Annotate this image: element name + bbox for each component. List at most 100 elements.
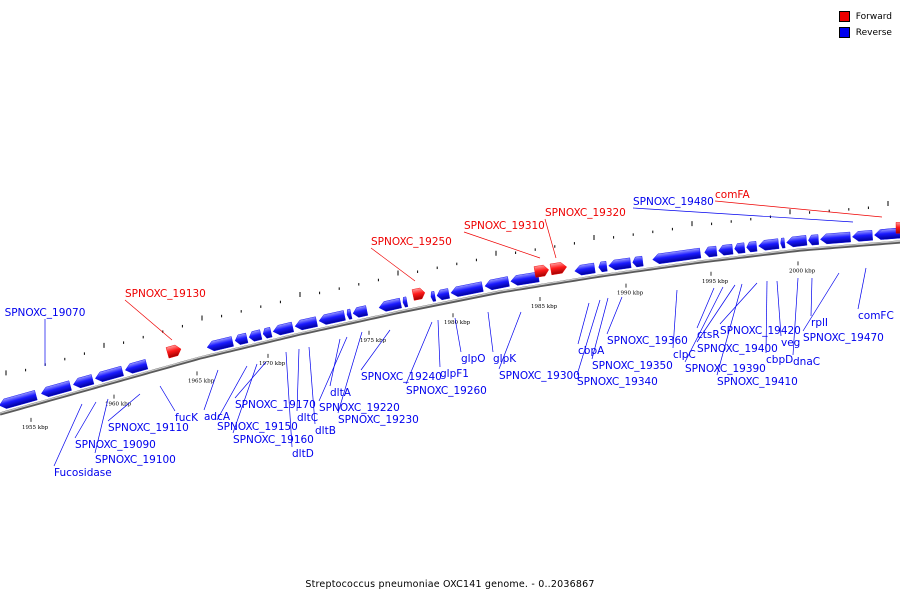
gene-label-ctsr[interactable]: ctsR bbox=[697, 329, 720, 341]
gene-label-spnoxc_19150[interactable]: SPNOXC_19150 bbox=[217, 421, 298, 433]
gene-glyph-spnoxc_19090[interactable] bbox=[40, 380, 72, 399]
gene-glyph-spnoxc_19360[interactable] bbox=[632, 255, 644, 268]
gene-label-spnoxc_19070[interactable]: SPNOXC_19070 bbox=[5, 307, 86, 319]
gene-label-glpf1[interactable]: glpF1 bbox=[440, 368, 469, 380]
gene-glyph-cbpd[interactable] bbox=[780, 237, 786, 249]
gene-label-comfa[interactable]: comFA bbox=[715, 189, 751, 201]
leader-line bbox=[318, 336, 348, 402]
gene-glyph-spnoxc_19220[interactable] bbox=[352, 305, 369, 319]
gene-glyph-spnoxc_19170[interactable] bbox=[262, 327, 273, 339]
kbp-label: 1990 kbp bbox=[617, 291, 644, 297]
gene-glyph-glpf1[interactable] bbox=[436, 288, 450, 301]
gene-label-spnoxc_19240[interactable]: SPNOXC_19240 bbox=[361, 371, 442, 383]
gene-label-spnoxc_19230[interactable]: SPNOXC_19230 bbox=[338, 414, 419, 426]
gene-glyph-dltc[interactable] bbox=[294, 316, 318, 331]
gene-glyph-ctsr[interactable] bbox=[704, 245, 718, 258]
gene-glyph-spnoxc_19470[interactable] bbox=[852, 230, 873, 242]
gene-glyph-spnoxc_19410[interactable] bbox=[746, 241, 758, 253]
gene-label-spnoxc_19480[interactable]: SPNOXC_19480 bbox=[633, 196, 714, 208]
gene-label-spnoxc_19340[interactable]: SPNOXC_19340 bbox=[577, 376, 658, 388]
gene-label-fuck[interactable]: fucK bbox=[175, 412, 199, 424]
gene-glyph-rpli[interactable] bbox=[820, 231, 851, 245]
gene-label-spnoxc_19250[interactable]: SPNOXC_19250 bbox=[371, 236, 452, 248]
gene-glyph-veg[interactable] bbox=[786, 235, 808, 248]
gene-label-cbpa[interactable]: cbpA bbox=[578, 345, 605, 357]
leader-line bbox=[124, 299, 173, 341]
gene-glyph-spnoxc_19240[interactable] bbox=[402, 296, 409, 308]
gene-label-spnoxc_19220[interactable]: SPNOXC_19220 bbox=[319, 402, 400, 414]
gene-label-spnoxc_19400[interactable]: SPNOXC_19400 bbox=[697, 343, 778, 355]
gene-label-clpc[interactable]: clpC bbox=[673, 349, 696, 361]
gene-glyph-spnoxc_19230[interactable] bbox=[378, 297, 402, 312]
leader-line bbox=[591, 297, 609, 360]
gene-glyph-adca[interactable] bbox=[206, 336, 234, 352]
gene-glyph-spnoxc_19390[interactable] bbox=[718, 243, 734, 256]
gene-glyph-spnoxc_19400[interactable] bbox=[734, 242, 746, 254]
gene-label-spnoxc_19310[interactable]: SPNOXC_19310 bbox=[464, 220, 545, 232]
gene-labels: SPNOXC_19070 Fucosidase SPNOXC_19090 SPNOXC… bbox=[5, 189, 894, 479]
gene-label-glpk[interactable]: glpK bbox=[493, 353, 517, 365]
gene-glyph-spnoxc_19250[interactable] bbox=[411, 287, 426, 301]
leader-line bbox=[285, 351, 293, 448]
gene-glyph-spnoxc_19260[interactable] bbox=[430, 290, 437, 302]
kbp-label: 1985 kbp bbox=[531, 304, 558, 310]
gene-label-adca[interactable]: adcA bbox=[204, 411, 231, 423]
gene-label-spnoxc_19300[interactable]: SPNOXC_19300 bbox=[499, 370, 580, 382]
gene-label-spnoxc_19260[interactable]: SPNOXC_19260 bbox=[406, 385, 487, 397]
gene-label-cbpd[interactable]: cbpD bbox=[766, 354, 793, 366]
forward-swatch bbox=[838, 11, 850, 22]
gene-label-spnoxc_19350[interactable]: SPNOXC_19350 bbox=[592, 360, 673, 372]
gene-label-dltd[interactable]: dltD bbox=[292, 448, 314, 460]
gene-glyph-dlta[interactable] bbox=[346, 308, 353, 320]
gene-label-dltb[interactable]: dltB bbox=[315, 425, 336, 437]
gene-glyph-spnoxc_19350[interactable] bbox=[608, 257, 632, 271]
gene-label-spnoxc_19320[interactable]: SPNOXC_19320 bbox=[545, 207, 626, 219]
leader-line bbox=[454, 317, 462, 353]
gene-glyph-spnoxc_19100[interactable] bbox=[72, 374, 95, 389]
gene-label-spnoxc_19410[interactable]: SPNOXC_19410 bbox=[717, 376, 798, 388]
gene-label-spnoxc_19420[interactable]: SPNOXC_19420 bbox=[720, 325, 801, 337]
gene-glyph-spnoxc_19310[interactable] bbox=[533, 264, 550, 278]
leader-line bbox=[232, 363, 258, 434]
gene-label-dnac[interactable]: dnaC bbox=[793, 356, 820, 368]
gene-label-spnoxc_19160[interactable]: SPNOXC_19160 bbox=[233, 434, 314, 446]
leader-line bbox=[672, 289, 678, 349]
gene-label-spnoxc_19360[interactable]: SPNOXC_19360 bbox=[607, 335, 688, 347]
gene-label-spnoxc_19100[interactable]: SPNOXC_19100 bbox=[95, 454, 176, 466]
gene-glyph-spnoxc_19160[interactable] bbox=[248, 329, 263, 343]
gene-glyph-spnoxc_19130[interactable] bbox=[165, 344, 182, 359]
reverse-swatch bbox=[838, 27, 850, 38]
kbp-label: 1970 kbp bbox=[259, 361, 286, 367]
gene-glyph-spnoxc_19420[interactable] bbox=[758, 238, 780, 251]
gene-glyph-dltb[interactable] bbox=[318, 310, 346, 325]
gene-glyph-spnoxc_19150[interactable] bbox=[234, 332, 249, 346]
gene-label-veg[interactable]: veg bbox=[781, 337, 800, 349]
gene-glyph-clpc[interactable] bbox=[652, 247, 702, 265]
leader-line bbox=[370, 247, 416, 282]
gene-label-glpo[interactable]: glpO bbox=[461, 353, 486, 365]
gene-label-spnoxc_19470[interactable]: SPNOXC_19470 bbox=[803, 332, 884, 344]
gene-label-fucosidase[interactable]: Fucosidase bbox=[54, 467, 112, 479]
gene-label-spnoxc_19130[interactable]: SPNOXC_19130 bbox=[125, 288, 206, 300]
gene-glyph-dnac[interactable] bbox=[808, 234, 819, 246]
gene-glyph-spnoxc_19300[interactable] bbox=[510, 271, 540, 286]
gene-glyph-spnoxc_19110[interactable] bbox=[94, 365, 124, 383]
gene-glyph-dltd[interactable] bbox=[272, 321, 295, 336]
gene-label-spnoxc_19390[interactable]: SPNOXC_19390 bbox=[685, 363, 766, 375]
gene-glyph-fucosidase[interactable] bbox=[0, 390, 38, 410]
gene-label-spnoxc_19090[interactable]: SPNOXC_19090 bbox=[75, 439, 156, 451]
gene-label-dlta[interactable]: dltA bbox=[330, 387, 352, 399]
gene-label-dltc[interactable]: dltC bbox=[297, 412, 318, 424]
gene-label-rpli[interactable]: rplI bbox=[811, 317, 828, 329]
gene-label-spnoxc_19110[interactable]: SPNOXC_19110 bbox=[108, 422, 189, 434]
gene-label-spnoxc_19170[interactable]: SPNOXC_19170 bbox=[235, 399, 316, 411]
gene-glyph-glpo[interactable] bbox=[450, 281, 484, 298]
kbp-label: 1960 kbp bbox=[105, 402, 132, 408]
gene-label-comfc[interactable]: comFC bbox=[858, 310, 894, 322]
gene-glyph-fuck[interactable] bbox=[124, 359, 149, 375]
gene-glyph-spnoxc_19340[interactable] bbox=[598, 260, 608, 273]
gene-glyph-comfa[interactable] bbox=[895, 222, 900, 234]
gene-glyph-cbpa[interactable] bbox=[574, 262, 596, 276]
gene-glyph-glpk[interactable] bbox=[484, 276, 510, 291]
gene-glyph-spnoxc_19320[interactable] bbox=[549, 261, 568, 276]
